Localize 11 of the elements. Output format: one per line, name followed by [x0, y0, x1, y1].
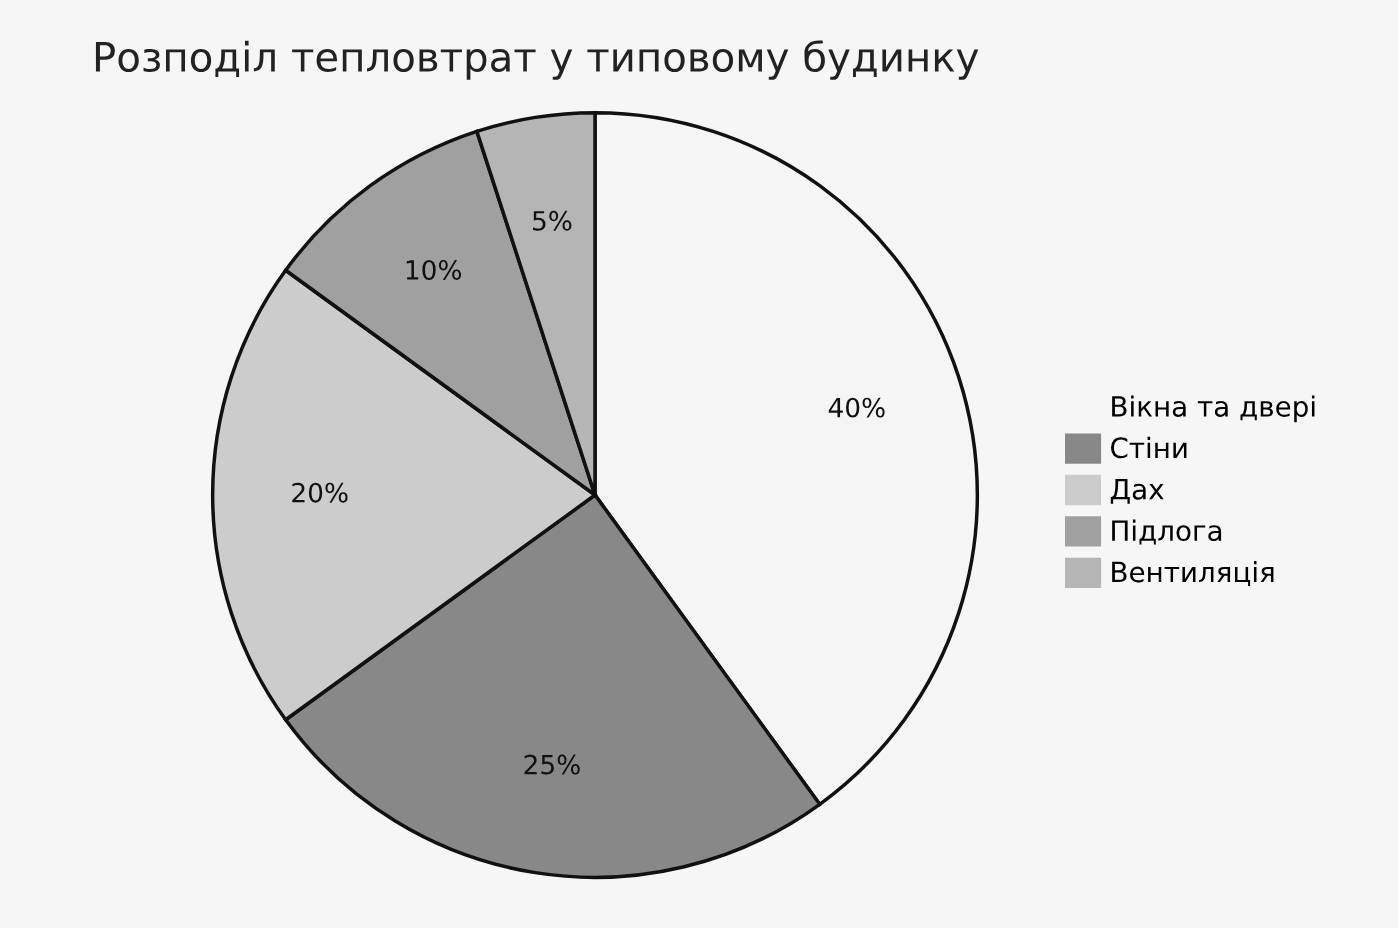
slice-label: Вікна та двері: [1112, 395, 1315, 423]
legend-label: Підлога: [1112, 519, 1222, 545]
data-label: 5%: [533, 210, 572, 231]
data-label: 20%: [292, 482, 348, 503]
legend-label: Стіни: [1111, 436, 1187, 459]
data-label: 25%: [524, 754, 580, 775]
chart-title: Розподіл тепловтрат у типовому будинку: [95, 40, 979, 80]
data-label: 10%: [406, 259, 462, 280]
legend-label: Вентиляція: [1112, 560, 1274, 586]
legend-label: Дах: [1110, 479, 1164, 504]
data-label: 40%: [828, 397, 885, 418]
